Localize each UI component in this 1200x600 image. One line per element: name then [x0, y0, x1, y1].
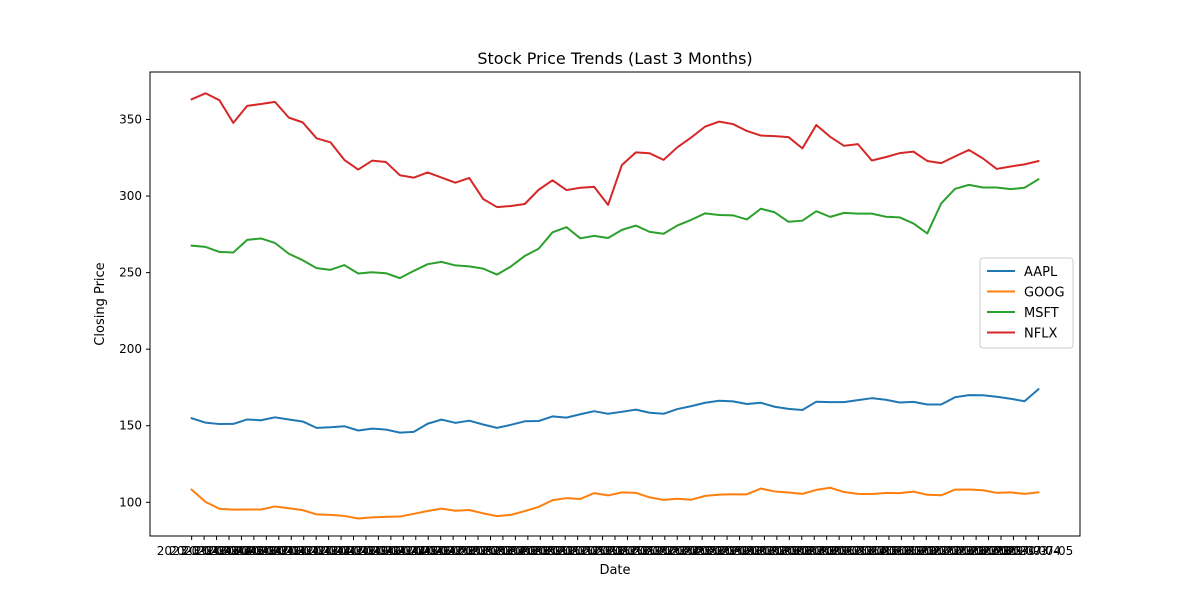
chart-title: Stock Price Trends (Last 3 Months)	[477, 49, 752, 68]
x-tick-label: 2023-05-31	[692, 544, 762, 558]
x-tick-label: 2023-05-23	[617, 544, 687, 558]
x-tick-label: 2023-05-17	[568, 544, 638, 558]
x-tick-label: 2023-05-04	[456, 544, 526, 558]
x-tick-label: 2023-05-15	[543, 544, 613, 558]
x-tick-label: 2023-06-27	[929, 544, 999, 558]
x-tick-label: 2023-06-02	[717, 544, 787, 558]
y-tick-label: 350	[119, 112, 142, 126]
y-tick-label: 200	[119, 342, 142, 356]
x-tick-label: 2023-06-30	[966, 544, 1036, 558]
series-line-nflx	[190, 92, 1040, 209]
x-tick-label: 2023-04-19	[319, 544, 389, 558]
legend: AAPL GOOG MSFT NFLX	[979, 257, 1074, 349]
x-axis-label: Date	[599, 563, 630, 578]
x-tick-label: 2023-04-07	[219, 544, 289, 558]
x-tick-label: 2023-06-12	[792, 544, 862, 558]
y-tick-label: 100	[119, 495, 142, 509]
x-tick-label: 2023-05-26	[655, 544, 725, 558]
x-tick-label: 2023-05-19	[593, 544, 663, 558]
x-tick-label: 2023-04-06	[207, 544, 277, 558]
series-lines	[190, 92, 1040, 520]
x-tick-label: 2023-06-28	[941, 544, 1011, 558]
x-tick-label: 2023-05-09	[493, 544, 563, 558]
plot-area-frame	[149, 71, 1081, 537]
x-tick-label: 2023-04-12	[256, 544, 326, 558]
x-tick-label: 2023-06-23	[904, 544, 974, 558]
x-tick-label: 2023-04-25	[368, 544, 438, 558]
x-tick-label: 2023-05-01	[418, 544, 488, 558]
x-tick-label: 2023-06-08	[767, 544, 837, 558]
x-tick-label: 2023-06-26	[916, 544, 986, 558]
x-tick-label: 2023-04-20	[331, 544, 401, 558]
x-tick-label: 2023-06-29	[954, 544, 1024, 558]
x-tick-label: 2023-06-13	[804, 544, 874, 558]
x-tick-label: 2023-05-16	[555, 544, 625, 558]
x-tick-label: 2023-06-14	[817, 544, 887, 558]
x-tick-label: 2023-04-13	[269, 544, 339, 558]
x-tick-label: 2023-05-03	[443, 544, 513, 558]
x-tick-label: 2023-04-26	[381, 544, 451, 558]
x-tick-label: 2023-04-05	[194, 544, 264, 558]
legend-label-nflx: NFLX	[1024, 327, 1057, 342]
y-axis-ticks: 100 150 200 250 300 350	[119, 112, 150, 509]
x-tick-label: 2023-07-04	[991, 544, 1061, 558]
x-tick-label: 2023-04-28	[406, 544, 476, 558]
x-tick-label: 2023-06-09	[779, 544, 849, 558]
x-tick-label: 2023-05-12	[530, 544, 600, 558]
legend-label-msft: MSFT	[1024, 306, 1059, 321]
x-tick-label: 2023-04-21	[344, 544, 414, 558]
x-tick-label: 2023-04-03	[169, 544, 239, 558]
x-tick-label: 2023-04-24	[356, 544, 426, 558]
x-tick-label: 2023-05-11	[518, 544, 588, 558]
series-line-goog	[190, 486, 1040, 520]
x-tick-label: 2023-05-22	[605, 544, 675, 558]
x-tick-label: 2023-04-11	[244, 544, 314, 558]
y-tick-label: 300	[119, 189, 142, 203]
y-tick-label: 150	[119, 419, 142, 433]
x-tick-label: 2023-03-31	[157, 544, 227, 558]
x-tick-label: 2023-06-19	[854, 544, 924, 558]
x-tick-label: 2023-06-21	[879, 544, 949, 558]
x-tick-label: 2023-04-04	[182, 544, 252, 558]
x-tick-label: 2023-05-24	[630, 544, 700, 558]
x-tick-label: 2023-05-30	[680, 544, 750, 558]
y-tick-label: 250	[119, 266, 142, 280]
series-line-msft	[190, 177, 1040, 280]
x-tick-label: 2023-04-18	[306, 544, 376, 558]
x-tick-label: 2023-05-25	[642, 544, 712, 558]
x-tick-label: 2023-06-05	[730, 544, 800, 558]
x-tick-label: 2023-05-18	[580, 544, 650, 558]
x-tick-label: 2023-06-06	[742, 544, 812, 558]
x-tick-label: 2023-06-07	[754, 544, 824, 558]
x-tick-label: 2023-05-02	[431, 544, 501, 558]
legend-label-goog: GOOG	[1024, 286, 1065, 301]
x-tick-label: 2023-06-16	[842, 544, 912, 558]
x-tick-label: 2023-06-15	[829, 544, 899, 558]
x-tick-label: 2023-04-14	[281, 544, 351, 558]
x-tick-label: 2023-05-08	[481, 544, 551, 558]
x-tick-label: 2023-07-03	[979, 544, 1049, 558]
x-tick-label: 2023-05-05	[468, 544, 538, 558]
legend-box	[979, 257, 1074, 349]
x-tick-label: 2023-07-05	[1003, 544, 1073, 558]
x-tick-label: 2023-05-10	[505, 544, 575, 558]
x-tick-label: 2023-06-20	[867, 544, 937, 558]
series-line-aapl	[190, 387, 1040, 434]
x-tick-label: 2023-04-10	[231, 544, 301, 558]
x-tick-label: 2023-04-27	[393, 544, 463, 558]
x-tick-label: 2023-06-01	[705, 544, 775, 558]
x-axis-ticks: 2023-03-312023-04-032023-04-042023-04-05…	[157, 536, 1073, 558]
x-tick-label: 2023-05-29	[667, 544, 737, 558]
legend-label-aapl: AAPL	[1024, 265, 1058, 280]
x-tick-label: 2023-04-17	[294, 544, 364, 558]
y-axis-label: Closing Price	[93, 262, 108, 345]
x-tick-label: 2023-06-22	[891, 544, 961, 558]
